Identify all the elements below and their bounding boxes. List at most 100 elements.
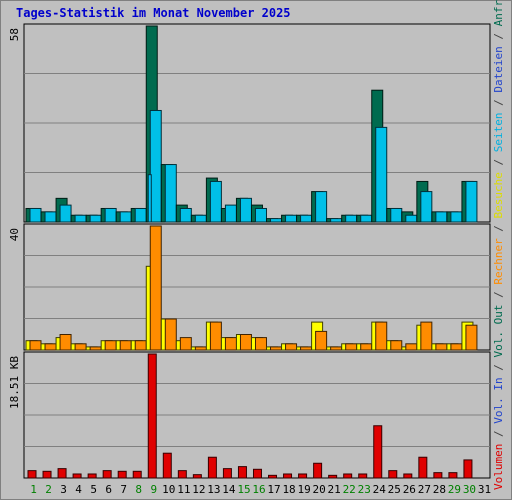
bar-rechner-8: [134, 340, 147, 351]
tick-label-day: 19: [297, 483, 310, 496]
legend-entry: Vol. In: [492, 377, 505, 423]
bar-rechner-23: [360, 343, 373, 351]
bar-rechner-13: [209, 321, 222, 351]
bar-dateien-19: [300, 214, 313, 223]
bar-volumen-27: [418, 456, 428, 479]
tick-label-day: 30: [463, 483, 476, 496]
bar-rechner-3: [59, 334, 72, 351]
bar-dateien-9: [149, 109, 162, 223]
bar-rechner-7: [119, 340, 132, 351]
bar-volumen-30: [463, 459, 473, 479]
bar-volumen-20: [313, 462, 323, 479]
bar-volumen-18: [283, 473, 293, 479]
tick-label-day: 8: [135, 483, 142, 496]
tick-label-day: 17: [267, 483, 280, 496]
tick-label-day: 26: [403, 483, 416, 496]
legend-entry: /: [492, 26, 505, 46]
bar-dateien-1: [29, 207, 42, 223]
bar-volumen-29: [448, 472, 458, 479]
bar-rechner-15: [239, 334, 252, 351]
bar-rechner-12: [194, 346, 207, 351]
tick-label-day: 10: [162, 483, 175, 496]
tick-label-day: 11: [177, 483, 190, 496]
bar-dateien-23: [360, 214, 373, 223]
bar-volumen-22: [343, 473, 353, 479]
bar-volumen-8: [132, 470, 142, 479]
bar-rechner-2: [44, 343, 57, 351]
bar-volumen-15: [237, 466, 247, 479]
legend-entry: Volumen: [492, 444, 505, 490]
axis-max-label: 40: [8, 228, 21, 241]
bar-volumen-24: [373, 425, 383, 479]
tick-label-day: 22: [343, 483, 356, 496]
tick-label-day: 29: [448, 483, 461, 496]
legend-entry: Besuche: [492, 172, 505, 218]
axis-max-label: 18.51 KB: [8, 356, 21, 409]
tick-label-day: 28: [433, 483, 446, 496]
bar-rechner-4: [74, 343, 87, 351]
bar-dateien-7: [119, 211, 132, 223]
bar-dateien-6: [104, 207, 117, 223]
tick-label-day: 13: [207, 483, 220, 496]
legend-entry: Vol. Out: [492, 305, 505, 358]
tick-label-day: 1: [30, 483, 37, 496]
bar-rechner-21: [330, 346, 343, 351]
tick-label-day: 16: [252, 483, 265, 496]
bar-dateien-24: [375, 126, 388, 223]
bar-dateien-13: [209, 180, 222, 223]
bar-volumen-23: [358, 473, 368, 479]
tick-label-day: 31: [478, 483, 491, 496]
bar-volumen-11: [177, 470, 187, 479]
tick-label-day: 27: [418, 483, 431, 496]
bar-rechner-10: [164, 318, 177, 351]
legend-entry: /: [492, 358, 505, 378]
tick-label-day: 20: [313, 483, 326, 496]
bar-dateien-26: [405, 214, 418, 223]
legend-entry: Dateien: [492, 46, 505, 92]
bar-rechner-17: [270, 346, 283, 351]
bar-dateien-14: [224, 204, 237, 223]
bar-volumen-5: [87, 473, 97, 479]
bar-rechner-19: [300, 346, 313, 351]
bar-rechner-22: [345, 343, 358, 351]
tick-label-day: 7: [120, 483, 127, 496]
bar-rechner-27: [420, 321, 433, 351]
bar-volumen-12: [192, 474, 202, 479]
legend-entry: /: [492, 152, 505, 172]
bar-volumen-9: [147, 353, 157, 479]
bar-rechner-26: [405, 343, 418, 351]
bar-rechner-25: [390, 340, 403, 351]
tick-label-day: 9: [150, 483, 157, 496]
bar-volumen-17: [268, 474, 278, 479]
bar-rechner-16: [254, 337, 267, 351]
legend-entry: Anfragen: [492, 0, 505, 26]
bar-volumen-16: [252, 468, 262, 479]
bar-volumen-4: [72, 473, 82, 479]
tick-label-day: 15: [237, 483, 250, 496]
legend-entry: /: [492, 218, 505, 238]
bar-dateien-8: [134, 207, 147, 223]
tick-label-day: 18: [282, 483, 295, 496]
bar-dateien-5: [89, 214, 102, 223]
tick-label-day: 3: [60, 483, 67, 496]
bar-volumen-6: [102, 470, 112, 479]
bar-rechner-28: [435, 343, 448, 351]
bar-volumen-10: [162, 452, 172, 479]
bar-rechner-6: [104, 340, 117, 351]
tick-label-day: 2: [45, 483, 52, 496]
bar-volumen-3: [57, 468, 67, 479]
bar-volumen-1: [27, 470, 37, 479]
bar-dateien-30: [465, 180, 478, 223]
bar-dateien-12: [194, 214, 207, 223]
bar-volumen-7: [117, 470, 127, 479]
bar-volumen-13: [207, 456, 217, 479]
bar-volumen-28: [433, 472, 443, 479]
tick-label-day: 4: [75, 483, 82, 496]
legend-entry: /: [492, 424, 505, 444]
bar-dateien-18: [285, 214, 298, 223]
bar-dateien-2: [44, 211, 57, 223]
bar-dateien-11: [179, 207, 192, 223]
legend-entry: /: [492, 93, 505, 113]
bar-rechner-14: [224, 337, 237, 351]
bar-dateien-4: [74, 214, 87, 223]
